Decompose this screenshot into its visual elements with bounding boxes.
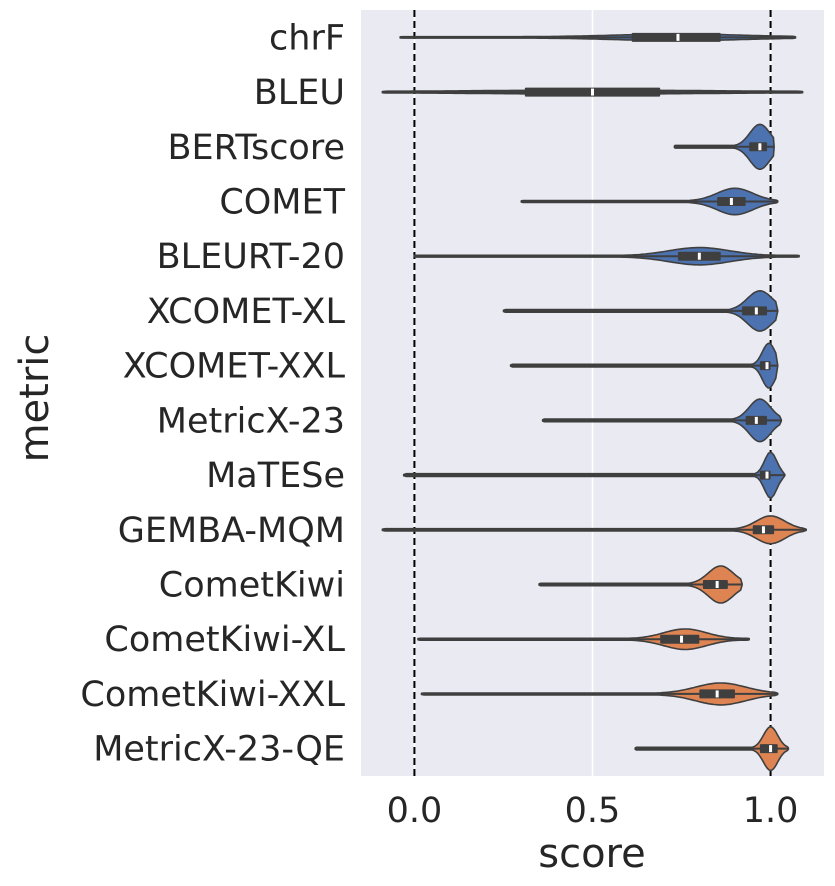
y-tick-label: MaTESe [206,456,345,496]
violin-median [591,88,594,96]
y-tick-label: CometKiwi-XXL [80,675,345,715]
x-tick-label: 1.0 [743,791,799,831]
violin-iqr-box [749,142,768,152]
violin-median [729,198,733,205]
violin-median [697,252,701,260]
violin-median [715,581,719,588]
violin-iqr-box [759,744,778,754]
y-tick-label: CometKiwi-XL [104,620,345,660]
violin-iqr-box [759,470,771,480]
violin-median [754,416,758,424]
y-axis-label: metric [12,334,58,463]
y-tick-label: BLEURT-20 [157,237,345,277]
violin-xcomet-xxl [509,342,779,389]
violin-median [715,690,719,698]
y-tick-label: XCOMET-XXL [123,347,346,387]
x-tick-label: 0.0 [387,791,443,831]
violin-xcomet-xl [502,289,779,332]
x-axis-label: score [538,831,645,877]
violin-metricx-23-qe [634,726,790,772]
violin-median [765,362,769,370]
violin-median [769,745,773,753]
y-tick-label: COMET [219,183,345,223]
y-tick-labels: chrF BLEU BERTscore COMET BLEURT-20 XCOMET-XL… [80,18,345,769]
violin-median [765,471,769,479]
y-tick-label: CometKiwi [159,566,345,606]
violin-comet [520,187,779,216]
y-tick-label: chrF [269,18,345,58]
y-tick-label: MetricX-23-QE [93,730,345,770]
violin-iqr-box [631,32,721,42]
violin-bleu [381,87,804,97]
y-tick-label: BERTscore [167,128,345,168]
violin-iqr-box [742,306,768,316]
violin-chrf [399,32,797,42]
violin-iqr-box [759,361,771,371]
violin-median [754,307,758,315]
violin-gemba-mqm [381,515,808,545]
violin-metricx-23 [541,398,783,443]
violin-iqr-box [702,580,728,589]
violin-median [761,526,765,534]
y-tick-label: GEMBA-MQM [118,511,345,551]
y-tick-label: BLEU [254,73,345,113]
y-tick-label: MetricX-23 [157,401,345,441]
y-tick-label: XCOMET-XL [147,292,346,332]
violins [381,32,808,772]
violin-median [676,33,680,41]
violin-matese [402,451,786,499]
violin-cometkiwi-xxl [420,682,779,706]
x-tick-label: 0.5 [565,791,621,831]
violin-bleurt-20 [413,246,800,266]
violin-bertscore [673,123,775,170]
violin-cometkiwi [538,565,743,604]
violin-cometkiwi-xl [417,628,751,651]
violin-median [680,635,684,643]
violin-median [758,143,762,151]
x-tick-labels: 0.0 0.5 1.0 [387,791,799,831]
violin-iqr-box [660,634,700,644]
